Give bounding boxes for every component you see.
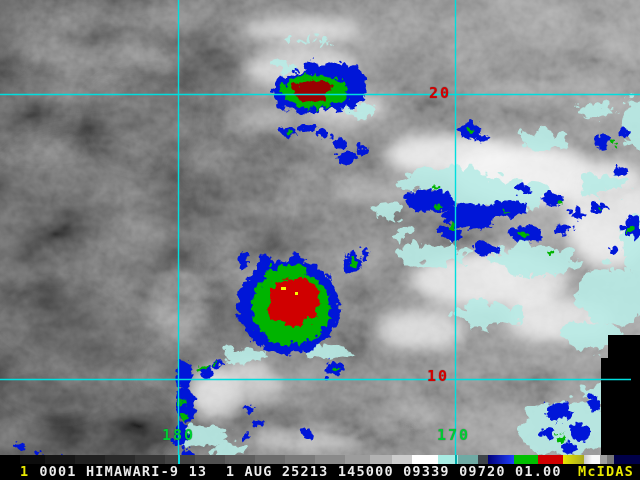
status-bar: 1 0001 HIMAWARI-9 13 1 AUG 25213 145000 … xyxy=(0,464,640,480)
mcidas-brand: McIDAS xyxy=(578,464,634,480)
latitude-label-10: 10 xyxy=(427,367,450,385)
longitude-label-180: 180 xyxy=(162,426,196,444)
status-text: 0001 HIMAWARI-9 13 1 AUG 25213 145000 09… xyxy=(39,464,562,480)
latitude-label-20: 20 xyxy=(429,84,452,102)
gridline-tick-180 xyxy=(178,455,180,464)
satellite-image[interactable] xyxy=(0,0,640,455)
gridline-tick-170 xyxy=(455,455,457,464)
enhancement-cyan-fringes xyxy=(172,30,640,453)
longitude-label-170: 170 xyxy=(437,426,471,444)
frame-number: 1 xyxy=(20,464,30,480)
enhancement-colorbar xyxy=(0,455,640,464)
enhancement-yellow-specks xyxy=(281,287,298,295)
map-gridlines xyxy=(0,0,640,455)
enhancement-red-cores xyxy=(266,77,330,323)
no-data-region xyxy=(601,335,640,455)
satellite-image-canvas xyxy=(0,0,640,455)
